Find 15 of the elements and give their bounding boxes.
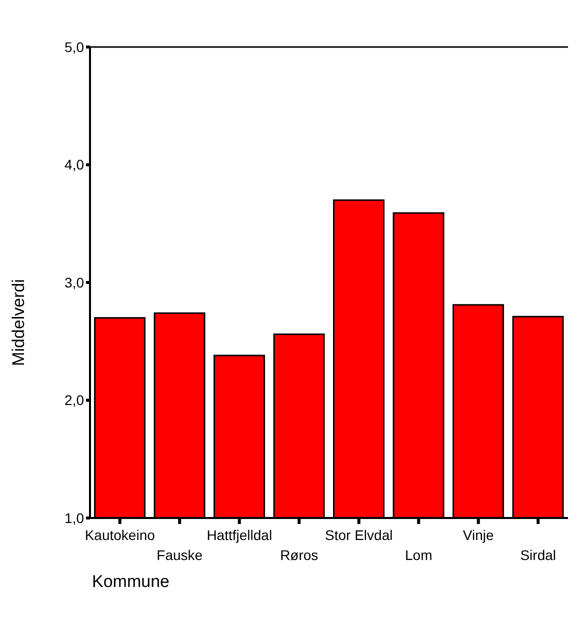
y-tick-label: 4,0 [64,156,84,173]
y-tick-label: 3,0 [64,274,84,290]
x-tick-label: Vinje [462,527,494,543]
y-tick-label: 1,0 [64,510,84,526]
x-tick-label: Sirdal [520,547,556,563]
x-tick-label: Røros [280,547,318,563]
y-tick-label: 2,0 [64,392,84,408]
x-tick-label: Kautokeino [84,527,156,543]
x-axis-title: Kommune [92,572,170,592]
x-tick-label: Fauske [156,547,203,563]
x-tick-label: Hattfjelldal [206,527,272,543]
x-tick-label: Lom [405,547,432,563]
y-axis-title: Middelverdi [9,279,28,366]
y-tick-label: 5,0 [64,38,84,55]
x-tick-label: Stor Elvdal [325,527,393,543]
